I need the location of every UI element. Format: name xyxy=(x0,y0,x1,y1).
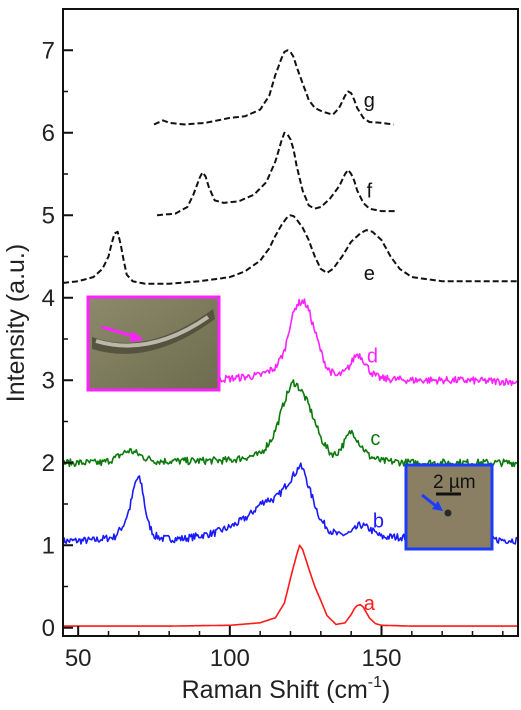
curve-label-e: e xyxy=(364,263,375,285)
y-tick-label: 1 xyxy=(42,532,55,559)
curve-label-layer: a b c d e f g xyxy=(364,90,384,615)
y-tick-label: 7 xyxy=(42,37,55,64)
inset-photo-2 xyxy=(404,463,494,551)
nanowire-image-inset xyxy=(86,295,221,392)
x-tick-label: 100 xyxy=(210,645,250,672)
y-tick-label: 4 xyxy=(42,285,55,312)
series-c-line xyxy=(62,379,518,468)
tick-layer: 0 1 2 3 4 5 6 7 50 100 150 xyxy=(42,37,504,672)
y-tick-label: 2 xyxy=(42,450,55,477)
curve-label-g: g xyxy=(364,90,375,112)
x-axis-title-superscript: -1 xyxy=(368,674,382,691)
x-axis-title: Raman Shift (cm-1) xyxy=(182,674,391,704)
inset-arrowhead-2 xyxy=(432,501,443,511)
dot-image-inset: 2 µm xyxy=(404,463,494,551)
series-e-line xyxy=(62,214,518,285)
inset-arrowhead-1 xyxy=(130,331,144,342)
x-axis-title-close: ) xyxy=(382,676,390,704)
y-tick-label: 3 xyxy=(42,367,55,394)
inset-arrow-2 xyxy=(421,493,437,508)
series-a-line xyxy=(63,544,518,627)
y-tick-label: 6 xyxy=(42,120,55,147)
particle-dot xyxy=(444,509,452,517)
curve-label-a: a xyxy=(364,593,376,615)
scale-bar-label: 2 µm xyxy=(433,472,476,493)
x-tick-label: 50 xyxy=(65,645,92,672)
curve-label-d: d xyxy=(367,346,378,368)
inset-arrow-1 xyxy=(101,325,137,339)
x-tick-label: 150 xyxy=(361,645,401,672)
y-tick-label: 5 xyxy=(42,202,55,229)
curve-label-c: c xyxy=(370,428,380,450)
y-axis-title: Intensity (a.u.) xyxy=(2,244,30,402)
nanowire-shape xyxy=(92,309,215,354)
curve-label-f: f xyxy=(367,181,373,203)
series-g-line xyxy=(153,49,394,126)
x-axis-title-main: Raman Shift (cm xyxy=(182,676,368,704)
series-f-line xyxy=(156,131,397,217)
y-tick-label: 0 xyxy=(42,615,55,642)
curve-label-b: b xyxy=(373,511,384,533)
